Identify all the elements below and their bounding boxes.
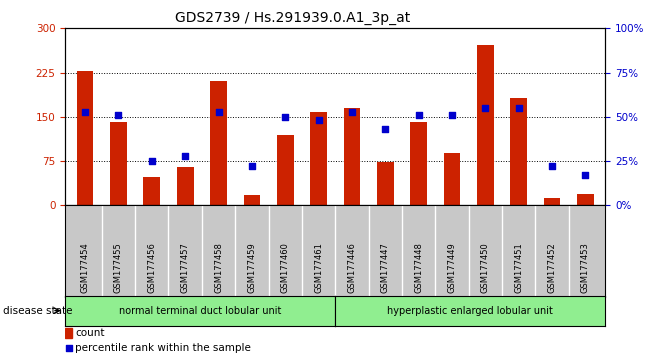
- Bar: [377, 162, 394, 205]
- Point: [63, 346, 74, 351]
- Text: GSM177450: GSM177450: [481, 242, 490, 293]
- Point: [447, 112, 457, 118]
- Bar: [65, 328, 72, 338]
- Text: GSM177446: GSM177446: [348, 242, 357, 293]
- Text: percentile rank within the sample: percentile rank within the sample: [76, 343, 251, 353]
- Text: GSM177447: GSM177447: [381, 242, 390, 293]
- Bar: [444, 153, 460, 205]
- Text: GSM177458: GSM177458: [214, 242, 223, 293]
- Text: GSM177453: GSM177453: [581, 242, 590, 293]
- Text: GSM177449: GSM177449: [447, 242, 456, 293]
- Text: GSM177454: GSM177454: [81, 242, 90, 293]
- Point: [80, 109, 90, 114]
- Point: [547, 164, 557, 169]
- Bar: [577, 194, 594, 205]
- Point: [580, 172, 590, 178]
- Point: [214, 109, 224, 114]
- Text: hyperplastic enlarged lobular unit: hyperplastic enlarged lobular unit: [387, 306, 553, 316]
- Text: GSM177457: GSM177457: [181, 242, 189, 293]
- Bar: [544, 198, 561, 205]
- Point: [347, 109, 357, 114]
- Bar: [177, 167, 193, 205]
- Text: GSM177460: GSM177460: [281, 242, 290, 293]
- Point: [413, 112, 424, 118]
- Point: [514, 105, 524, 111]
- Text: GSM177451: GSM177451: [514, 242, 523, 293]
- Bar: [210, 81, 227, 205]
- Text: GDS2739 / Hs.291939.0.A1_3p_at: GDS2739 / Hs.291939.0.A1_3p_at: [175, 11, 411, 25]
- Bar: [510, 98, 527, 205]
- Point: [247, 164, 257, 169]
- Text: normal terminal duct lobular unit: normal terminal duct lobular unit: [119, 306, 281, 316]
- Text: disease state: disease state: [3, 306, 73, 316]
- Bar: [311, 112, 327, 205]
- Text: GSM177456: GSM177456: [147, 242, 156, 293]
- Point: [380, 126, 391, 132]
- Text: GSM177459: GSM177459: [247, 242, 256, 293]
- Point: [146, 158, 157, 164]
- Point: [180, 153, 190, 159]
- Bar: [110, 121, 127, 205]
- Bar: [243, 195, 260, 205]
- Point: [313, 118, 324, 123]
- Text: GSM177452: GSM177452: [547, 242, 557, 293]
- Text: GSM177455: GSM177455: [114, 242, 123, 293]
- Bar: [143, 177, 160, 205]
- Text: count: count: [76, 328, 105, 338]
- Text: GSM177448: GSM177448: [414, 242, 423, 293]
- Bar: [410, 121, 427, 205]
- Point: [280, 114, 290, 120]
- Point: [113, 112, 124, 118]
- Bar: [277, 135, 294, 205]
- Bar: [477, 45, 493, 205]
- Bar: [77, 71, 94, 205]
- Text: GSM177461: GSM177461: [314, 242, 323, 293]
- Bar: [344, 108, 360, 205]
- Point: [480, 105, 491, 111]
